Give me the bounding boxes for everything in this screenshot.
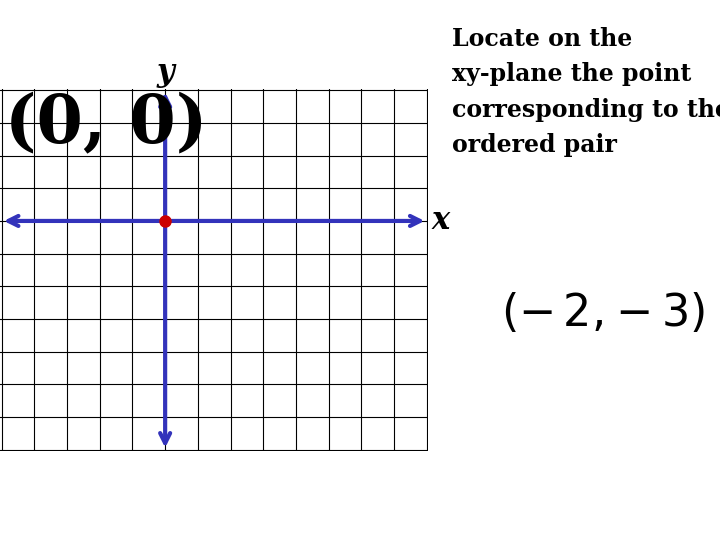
Text: Locate on the
xy-plane the point
corresponding to the
ordered pair: Locate on the xy-plane the point corresp… [451,27,720,157]
Text: x: x [432,205,450,237]
Text: $(-\,2,\!-3)$: $(-\,2,\!-3)$ [501,291,706,335]
Text: (0, 0): (0, 0) [5,92,207,157]
Text: y: y [156,57,174,87]
